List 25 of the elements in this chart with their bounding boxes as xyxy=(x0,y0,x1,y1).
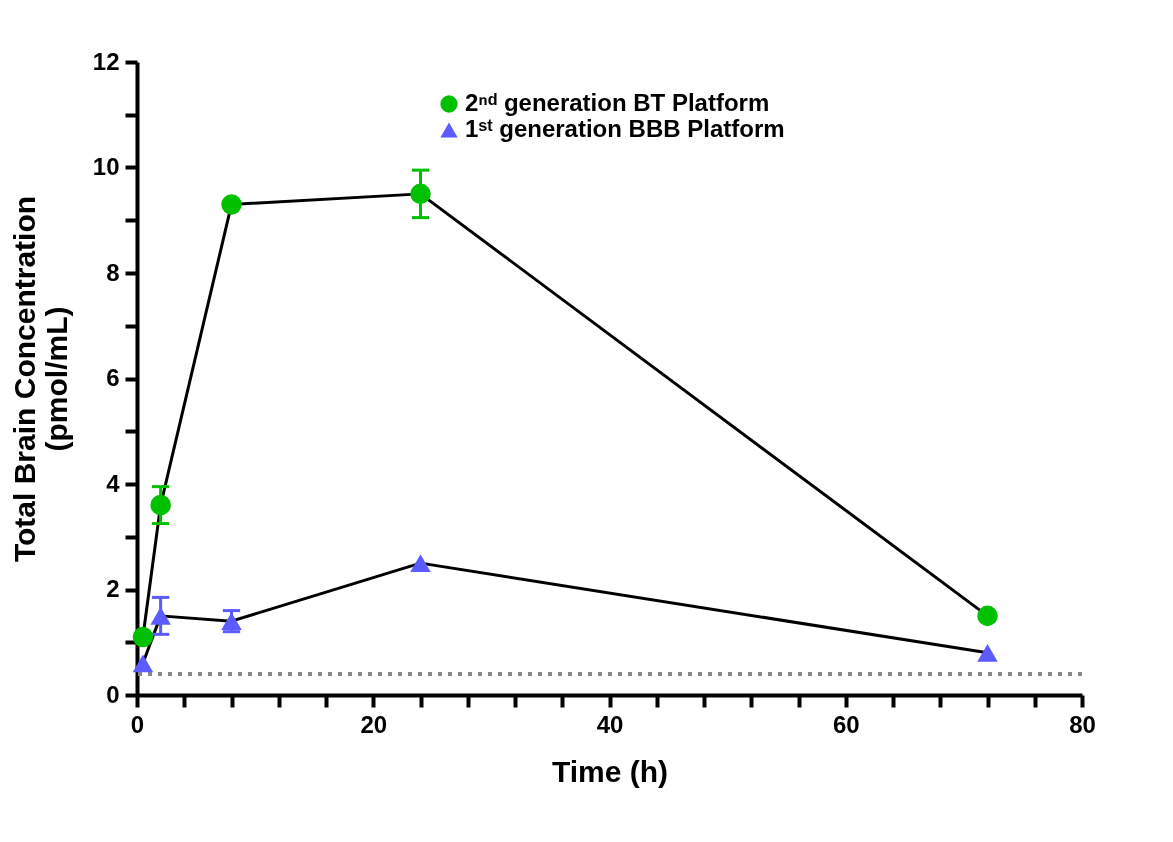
point xyxy=(977,643,998,662)
point xyxy=(132,626,154,648)
x-axis-title: Time (h) xyxy=(551,754,669,788)
y-tick-label: 2 xyxy=(106,575,120,602)
point xyxy=(132,654,154,673)
point xyxy=(410,554,431,572)
point xyxy=(410,183,431,205)
point xyxy=(150,607,171,625)
x-tick-label: 60 xyxy=(832,710,860,738)
y-tick-label: 8 xyxy=(106,258,120,286)
y-tick-label: 12 xyxy=(92,47,120,75)
y-tick-label: 6 xyxy=(106,364,120,391)
point xyxy=(977,605,998,627)
point xyxy=(221,194,242,215)
x-tick-label: 0 xyxy=(130,710,145,738)
y-axis-title: Total Brain Concentration (pmol/mL) xyxy=(7,195,73,563)
legend-label: 1ˢᵗ generation BBB Platform xyxy=(465,115,785,142)
point xyxy=(150,494,171,516)
legend-label: 2ⁿᵈ generation BT Platform xyxy=(465,89,770,116)
x-tick-label: 80 xyxy=(1069,710,1096,738)
y-tick-label: 10 xyxy=(92,153,120,180)
x-tick-label: 40 xyxy=(596,710,624,738)
x-tick-label: 20 xyxy=(360,710,388,738)
y-tick-label: 4 xyxy=(106,469,121,497)
y-tick-label: 0 xyxy=(106,680,120,708)
